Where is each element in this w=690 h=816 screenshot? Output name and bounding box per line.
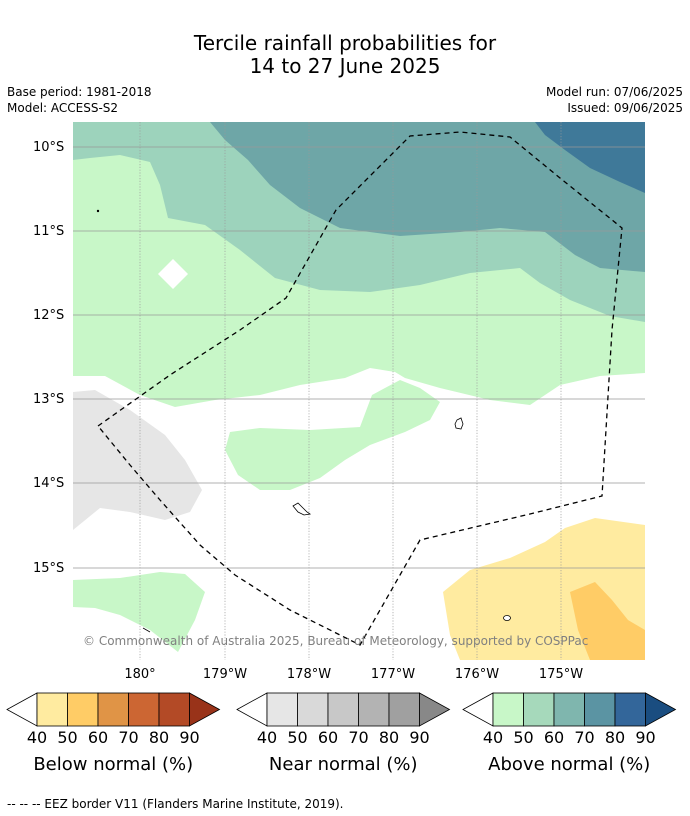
lon-labels: 180° 179°W 178°W 177°W 176°W 175°W <box>124 667 583 682</box>
colorbar-tick-label: 50 <box>57 728 77 747</box>
colorbar-tick-label: 60 <box>88 728 108 747</box>
above-70-patch-northeast <box>535 122 645 193</box>
map-title: Tercile rainfall probabilities for 14 to… <box>0 32 690 78</box>
white-diamond-gap <box>158 259 188 289</box>
colorbar-segment <box>36 692 68 727</box>
colorbar-max-arrow <box>189 692 221 727</box>
colorbar-tick-label: 90 <box>635 728 655 747</box>
title-line-2: 14 to 27 June 2025 <box>249 54 441 78</box>
colorbar-tick-label: 40 <box>483 728 503 747</box>
colorbar-segment <box>327 692 359 727</box>
colorbar-tick-label: 50 <box>513 728 533 747</box>
above-60-band <box>210 122 645 272</box>
colorbar-tick-label: 80 <box>149 728 169 747</box>
meta-left: Base period: 1981-2018 Model: ACCESS-S2 <box>7 84 152 116</box>
lat-label-12s: 12°S <box>33 308 64 323</box>
above-40-blob-center <box>225 380 440 490</box>
gridlines <box>73 122 645 660</box>
lon-label-175w: 175°W <box>539 667 583 682</box>
lat-label-10s: 10°S <box>33 140 64 155</box>
colorbar-tick-label: 60 <box>544 728 564 747</box>
map-area: © Commonwealth of Australia 2025, Bureau… <box>73 122 645 660</box>
colorbar-min-arrow <box>462 692 494 727</box>
colorbars: 40 50 60 70 80 90 Below normal (%) 40 50 60 70 80 90… <box>6 692 677 775</box>
colorbar-3: 40 50 60 70 80 90 Above normal (%) <box>462 692 677 775</box>
colorbar-tick-label: 80 <box>379 728 399 747</box>
colorbar-min-arrow <box>6 692 38 727</box>
colorbar-tick-label: 50 <box>287 728 307 747</box>
lon-label-179w: 179°W <box>203 667 247 682</box>
colorbar-1: 40 50 60 70 80 90 Below normal (%) <box>6 692 221 775</box>
meta-right: Model run: 07/06/2025 Issued: 09/06/2025 <box>546 84 683 116</box>
base-period: Base period: 1981-2018 <box>7 85 152 99</box>
colorbar-tick-label: 70 <box>348 728 368 747</box>
lon-label-177w: 177°W <box>371 667 415 682</box>
model-run: Model run: 07/06/2025 <box>545 85 683 99</box>
colorbar-segment <box>492 692 524 727</box>
colorbar-segment <box>553 692 585 727</box>
eez-footnote: -- -- -- EEZ border V11 (Flanders Marine… <box>7 797 344 811</box>
colorbar-segment <box>614 692 646 727</box>
lat-label-13s: 13°S <box>33 392 64 407</box>
colorbar-tick-label: 90 <box>179 728 199 747</box>
colorbar-segment <box>584 692 616 727</box>
colorbar-segment <box>297 692 329 727</box>
lon-label-180: 180° <box>124 667 155 682</box>
island-northeast <box>454 417 464 430</box>
lat-label-14s: 14°S <box>33 476 64 491</box>
colorbar-tick-label: 80 <box>605 728 625 747</box>
colorbar-title: Below normal (%) <box>33 754 193 775</box>
model-name: Model: ACCESS-S2 <box>7 101 119 115</box>
colorbar-tick-label: 70 <box>118 728 138 747</box>
islands <box>96 209 511 633</box>
colorbar-max-arrow <box>419 692 451 727</box>
colorbar-segment <box>67 692 99 727</box>
island-dot-north <box>96 209 100 213</box>
colorbar-tick-label: 70 <box>574 728 594 747</box>
near-40-patch-west <box>73 390 202 530</box>
colorbar-segment <box>266 692 298 727</box>
colorbar-segment <box>523 692 555 727</box>
colorbar-tick-label: 40 <box>257 728 277 747</box>
colorbar-segment <box>97 692 129 727</box>
lat-label-11s: 11°S <box>33 224 64 239</box>
colorbar-title: Above normal (%) <box>488 754 650 775</box>
above-40-patch-southwest <box>73 572 205 652</box>
lat-labels: 10°S 11°S 12°S 13°S 14°S 15°S <box>33 140 64 576</box>
copyright-text: © Commonwealth of Australia 2025, Bureau… <box>83 634 588 648</box>
colorbar-2: 40 50 60 70 80 90 Near normal (%) <box>236 692 451 775</box>
lat-label-15s: 15°S <box>33 561 64 576</box>
title-line-1: Tercile rainfall probabilities for <box>193 31 497 55</box>
colorbar-segment <box>128 692 160 727</box>
lon-label-178w: 178°W <box>287 667 331 682</box>
colorbar-segment <box>388 692 420 727</box>
below-50-patch-southeast <box>570 582 645 660</box>
colorbar-tick-label: 60 <box>318 728 338 747</box>
island-southwest <box>142 627 151 633</box>
colorbar-segment <box>358 692 390 727</box>
lon-label-176w: 176°W <box>455 667 499 682</box>
colorbar-min-arrow <box>236 692 268 727</box>
colorbar-title: Near normal (%) <box>269 754 418 775</box>
issued-date: Issued: 09/06/2025 <box>567 101 683 115</box>
island-central <box>292 502 312 516</box>
colorbar-tick-label: 90 <box>409 728 429 747</box>
island-south <box>503 615 511 621</box>
colorbar-max-arrow <box>645 692 677 727</box>
colorbar-segment <box>158 692 190 727</box>
colorbar-tick-label: 40 <box>27 728 47 747</box>
